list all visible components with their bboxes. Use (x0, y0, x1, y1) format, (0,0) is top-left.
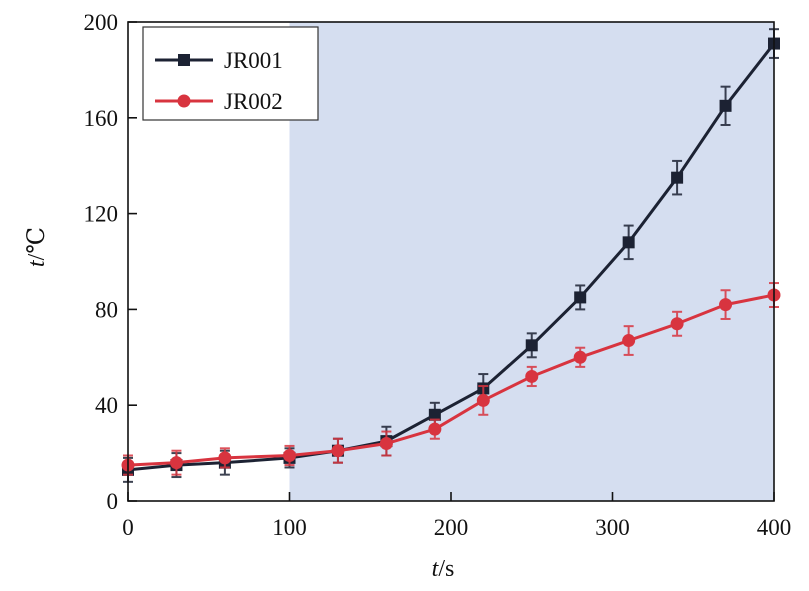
legend-marker-jr001 (178, 54, 190, 66)
data-point (525, 369, 539, 383)
x-axis-variable: t (432, 556, 440, 582)
data-point (719, 298, 733, 312)
data-point (525, 339, 538, 352)
ticks-layer: 0 100 200 300 400 0 40 80 120 160 200 (84, 10, 792, 540)
data-point (428, 422, 442, 436)
legend-label-jr001: JR001 (224, 48, 283, 73)
series-line-jr002 (127, 293, 775, 467)
legend: JR001 JR002 (142, 26, 319, 121)
data-point (622, 236, 635, 249)
data-point (169, 456, 183, 470)
y-axis-label: t/℃ (24, 227, 50, 267)
data-point (476, 393, 490, 407)
y-tick-label: 200 (84, 10, 119, 35)
x-tick-label: 400 (757, 515, 792, 540)
y-tick-label: 120 (84, 202, 119, 227)
x-axis-label: t/s (432, 556, 455, 582)
data-point (573, 350, 587, 364)
data-point (719, 99, 732, 112)
y-tick-label: 0 (107, 489, 119, 514)
data-point (574, 291, 587, 304)
x-tick-label: 100 (272, 515, 307, 540)
x-tick-label: 300 (595, 515, 630, 540)
data-point (428, 408, 441, 421)
series-line-jr001 (127, 42, 776, 472)
y-axis-unit: /℃ (24, 227, 50, 261)
y-tick-label: 80 (95, 297, 118, 322)
data-point (379, 437, 393, 451)
data-point (283, 448, 296, 462)
data-point (670, 317, 684, 331)
legend-box (142, 26, 319, 121)
y-tick-label: 40 (95, 393, 118, 418)
series-jr002 (121, 282, 781, 476)
x-tick-label: 0 (122, 515, 134, 540)
x-axis-unit: /s (438, 556, 454, 582)
y-tick-label: 160 (84, 106, 119, 131)
data-point (622, 334, 636, 348)
data-point (218, 451, 232, 465)
data-point (671, 171, 684, 184)
shaded-region (289, 22, 774, 501)
x-tick-label: 200 (434, 515, 469, 540)
series-layer (121, 28, 781, 483)
legend-marker-jr002 (177, 94, 191, 108)
data-point (331, 444, 345, 458)
y-axis-variable: t (24, 259, 50, 267)
legend-label-jr002: JR002 (224, 89, 283, 114)
